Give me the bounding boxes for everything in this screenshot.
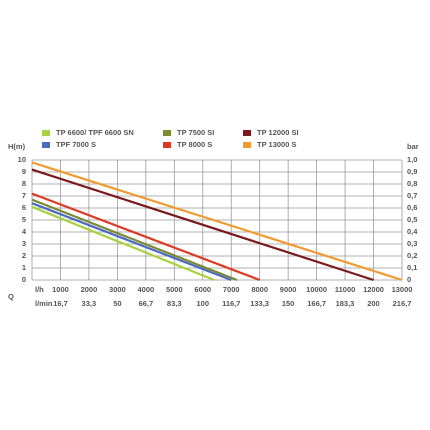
series-line [31, 161, 403, 282]
y2-tick-label: 0,5 [407, 215, 417, 224]
y2-tick-label: 0,4 [407, 227, 418, 236]
x2-tick-label: 216,7 [393, 299, 412, 308]
y-tick-label: 6 [22, 203, 26, 212]
legend-label: TP 7500 SI [177, 128, 214, 137]
legend-label: TP 6600/ TPF 6600 SN [56, 128, 134, 137]
x2-tick-label: 33,3 [82, 299, 97, 308]
y-tick-label: 1 [22, 263, 26, 272]
legend-swatch [243, 142, 251, 148]
y-tick-label: 3 [22, 239, 26, 248]
y-tick-label: 10 [18, 155, 26, 164]
x-tick-label: 8000 [251, 285, 268, 294]
y-tick-label: 9 [22, 167, 26, 176]
y2-tick-label: 0,3 [407, 239, 417, 248]
series-line [31, 192, 261, 282]
x2-tick-label: 200 [367, 299, 380, 308]
x-tick-label: 10000 [306, 285, 327, 294]
legend-label: TPF 7000 S [56, 140, 96, 149]
y2-axis-label: bar [407, 142, 419, 151]
y2-tick-label: 0,9 [407, 167, 417, 176]
series-line [31, 202, 232, 282]
legend-label: TP 8000 S [177, 140, 212, 149]
x2-axis-label: l/min [35, 299, 53, 308]
legend-swatch [243, 130, 251, 136]
series-line [31, 198, 238, 282]
legend-swatch [163, 142, 171, 148]
x-tick-label: 11000 [335, 285, 355, 294]
x2-tick-label: 116,7 [222, 299, 240, 308]
y-tick-label: 8 [22, 179, 26, 188]
x2-tick-label: 50 [113, 299, 121, 308]
x-tick-label: 5000 [166, 285, 183, 294]
x2-tick-label: 66,7 [139, 299, 154, 308]
y2-tick-label: 1,0 [407, 155, 417, 164]
y2-tick-label: 0 [407, 275, 411, 284]
y2-tick-label: 0,2 [407, 251, 417, 260]
x2-tick-label: 100 [196, 299, 209, 308]
legend-swatch [163, 130, 171, 136]
x-axis-label: l/h [35, 285, 44, 294]
y-axis-label: H(m) [8, 142, 26, 151]
x-tick-label: 1000 [52, 285, 69, 294]
x-tick-label: 6000 [194, 285, 211, 294]
x-tick-label: 7000 [223, 285, 240, 294]
series-line [31, 205, 215, 282]
y-tick-label: 7 [22, 191, 26, 200]
x2-tick-label: 166,7 [307, 299, 326, 308]
x-tick-label: 12000 [363, 285, 384, 294]
y2-tick-label: 0,6 [407, 203, 417, 212]
y-tick-label: 4 [22, 227, 27, 236]
x-tick-label: 4000 [138, 285, 155, 294]
series-line [31, 168, 374, 282]
x2-tick-label: 150 [282, 299, 295, 308]
x2-tick-label: 183,3 [336, 299, 355, 308]
legend-label: TP 13000 S [257, 140, 296, 149]
x2-tick-label: 16,7 [53, 299, 68, 308]
x-tick-label: 3000 [109, 285, 126, 294]
legend-swatch [42, 130, 50, 136]
legend-label: TP 12000 SI [257, 128, 299, 137]
y2-tick-label: 0,7 [407, 191, 417, 200]
y2-tick-label: 0,1 [407, 263, 417, 272]
y-tick-label: 0 [22, 275, 26, 284]
x2-tick-label: 133,3 [250, 299, 269, 308]
y2-tick-label: 0,8 [407, 179, 417, 188]
x-group-label: Q [8, 292, 14, 301]
x2-tick-label: 83,3 [167, 299, 182, 308]
y-tick-label: 2 [22, 251, 26, 260]
legend-swatch [42, 142, 50, 148]
y-tick-label: 5 [22, 215, 26, 224]
x-tick-label: 13000 [392, 285, 413, 294]
x-tick-label: 2000 [81, 285, 98, 294]
x-tick-label: 9000 [280, 285, 297, 294]
